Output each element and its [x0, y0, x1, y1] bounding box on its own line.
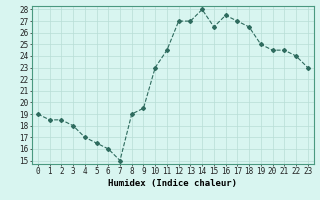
X-axis label: Humidex (Indice chaleur): Humidex (Indice chaleur)	[108, 179, 237, 188]
